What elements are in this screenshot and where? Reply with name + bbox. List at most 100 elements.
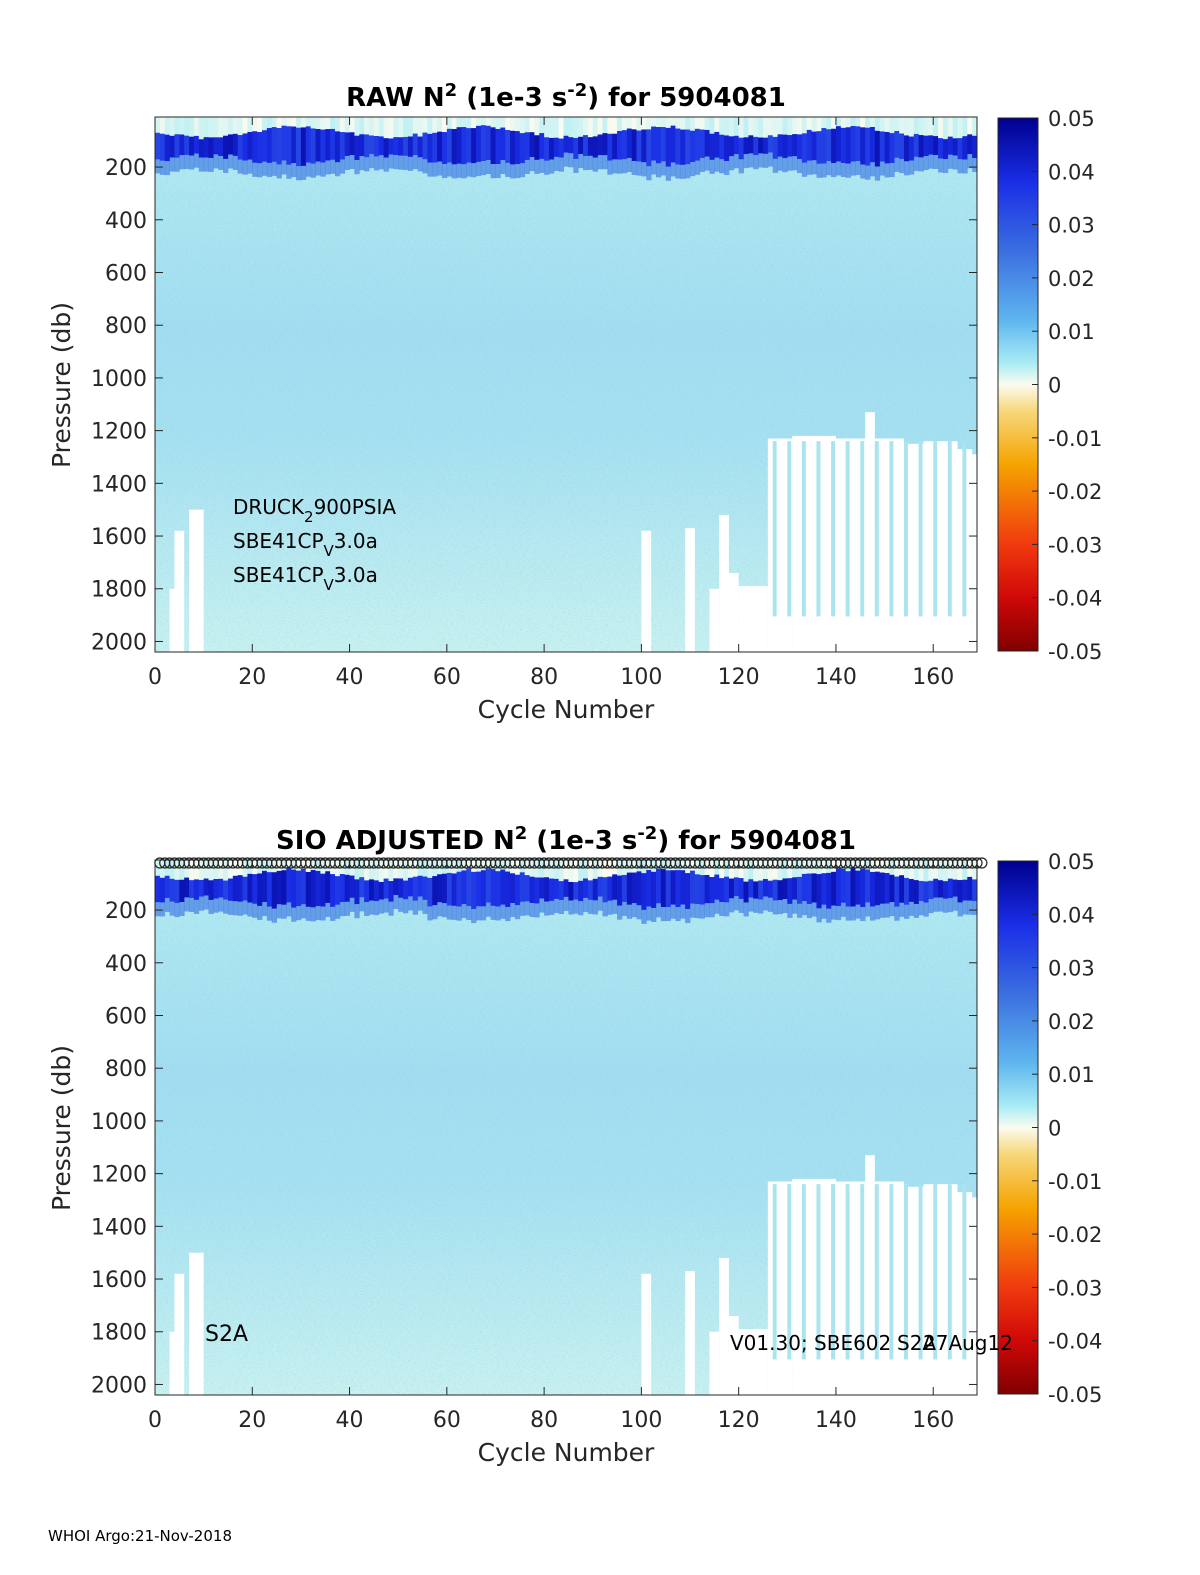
thermocline-edge xyxy=(456,906,462,921)
stratification-cell xyxy=(850,868,856,907)
mixed-layer-cell xyxy=(485,860,492,869)
stratification-cell xyxy=(957,880,963,903)
mixed-layer-cell xyxy=(480,117,487,126)
stratification-cell xyxy=(388,138,394,155)
thermocline-edge xyxy=(354,160,360,175)
thermocline-edge xyxy=(359,156,365,171)
mixed-layer-cell xyxy=(354,117,360,136)
no-data-mask xyxy=(835,1181,866,1395)
thermocline-edge xyxy=(714,157,720,172)
mixed-layer-cell xyxy=(480,860,487,871)
no-data-mask xyxy=(972,1197,977,1395)
thermocline-edge xyxy=(670,162,676,177)
mixed-layer-cell xyxy=(928,860,934,881)
thermocline-edge xyxy=(660,907,667,922)
mixed-layer-cell xyxy=(403,117,409,137)
thermocline-edge xyxy=(719,159,725,174)
thermocline-edge xyxy=(758,153,764,168)
mixed-layer-cell xyxy=(247,117,253,132)
thermocline-edge xyxy=(904,161,910,176)
thermocline-edge xyxy=(879,161,885,176)
mixed-layer-cell xyxy=(655,117,662,128)
mixed-layer-cell xyxy=(845,860,851,872)
stratification-cell xyxy=(189,136,195,156)
stratification-cell xyxy=(398,137,404,156)
mixed-layer-cell xyxy=(583,860,589,879)
thermocline-edge xyxy=(753,898,759,913)
thermocline-edge xyxy=(510,903,516,918)
mixed-layer-cell xyxy=(831,117,837,129)
stratification-cell xyxy=(519,872,526,902)
mixed-layer-cell xyxy=(218,860,224,879)
mixed-layer-cell xyxy=(972,117,978,136)
mixed-layer-cell xyxy=(806,117,813,130)
thermocline-edge xyxy=(271,161,277,176)
mixed-layer-cell xyxy=(777,860,783,881)
stratification-cell xyxy=(840,868,847,903)
mixed-layer-cell xyxy=(364,860,370,881)
stratification-cell xyxy=(758,880,764,900)
y-tick-label: 1400 xyxy=(91,1215,147,1240)
stratification-cell xyxy=(884,131,890,164)
thermocline-edge xyxy=(874,166,881,181)
thermocline-edge xyxy=(223,899,229,914)
thermocline-edge xyxy=(894,157,900,172)
thermocline-edge xyxy=(792,899,798,914)
mixed-layer-cell xyxy=(694,117,701,129)
thermocline-edge xyxy=(748,897,754,912)
mixed-layer-cell xyxy=(227,117,234,135)
stratification-cell xyxy=(354,879,360,905)
stratification-cell xyxy=(641,873,647,910)
stratification-cell xyxy=(553,878,560,899)
mixed-layer-cell xyxy=(539,860,545,878)
mixed-layer-cell xyxy=(310,860,316,870)
mixed-layer-cell xyxy=(514,117,521,132)
thermocline-edge xyxy=(359,897,365,912)
thermocline-edge xyxy=(869,906,876,921)
stratification-cell xyxy=(247,873,253,903)
stratification-cell xyxy=(797,876,803,904)
stratification-cell xyxy=(748,135,754,154)
stratification-cell xyxy=(505,871,511,908)
thermocline-edge xyxy=(865,902,871,917)
mixed-layer-cell xyxy=(407,117,414,137)
stratification-cell xyxy=(938,880,944,898)
axis-ticks: 0 20 40 60 80 100 120 140 160 200 400 600 800 1000 120… xyxy=(91,116,978,690)
stratification-cell xyxy=(271,127,277,162)
mixed-layer-cell xyxy=(393,117,399,138)
mixed-layer-cell xyxy=(651,860,657,872)
mixed-layer-cell xyxy=(942,860,949,882)
stratification-cell xyxy=(539,133,545,159)
stratification-cell xyxy=(227,134,234,155)
thermocline-edge xyxy=(544,160,550,175)
stratification-cell xyxy=(904,135,910,162)
thermocline-edge xyxy=(398,155,404,170)
thermocline-edge xyxy=(845,906,851,921)
stratification-cell xyxy=(816,874,822,909)
thermocline-edge xyxy=(534,903,540,918)
stratification-cell xyxy=(500,869,506,905)
thermocline-edge xyxy=(592,900,599,915)
mixed-layer-cell xyxy=(291,860,297,870)
stratification-cell xyxy=(578,136,584,155)
stratification-cell xyxy=(349,875,355,898)
mixed-layer-cell xyxy=(349,117,355,133)
thermocline-edge xyxy=(952,896,958,911)
colorbar-scale xyxy=(997,117,1039,652)
mixed-layer-cell xyxy=(641,117,647,130)
mixed-layer-cell xyxy=(466,860,472,869)
thermocline-edge xyxy=(407,156,414,171)
no-data-mask xyxy=(792,435,836,652)
partial-profile xyxy=(772,441,777,617)
y-tick-label: 800 xyxy=(105,1057,147,1082)
stratification-cell xyxy=(899,875,905,903)
mixed-layer-cell xyxy=(354,860,360,880)
mixed-layer-cell xyxy=(378,860,385,882)
stratification-cell xyxy=(461,127,467,165)
stratification-cell xyxy=(271,872,277,909)
stratification-cell xyxy=(947,878,954,899)
mixed-layer-cell xyxy=(369,117,375,136)
stratification-cell xyxy=(563,135,569,153)
thermocline-edge xyxy=(597,155,603,170)
thermocline-edge xyxy=(587,155,594,170)
